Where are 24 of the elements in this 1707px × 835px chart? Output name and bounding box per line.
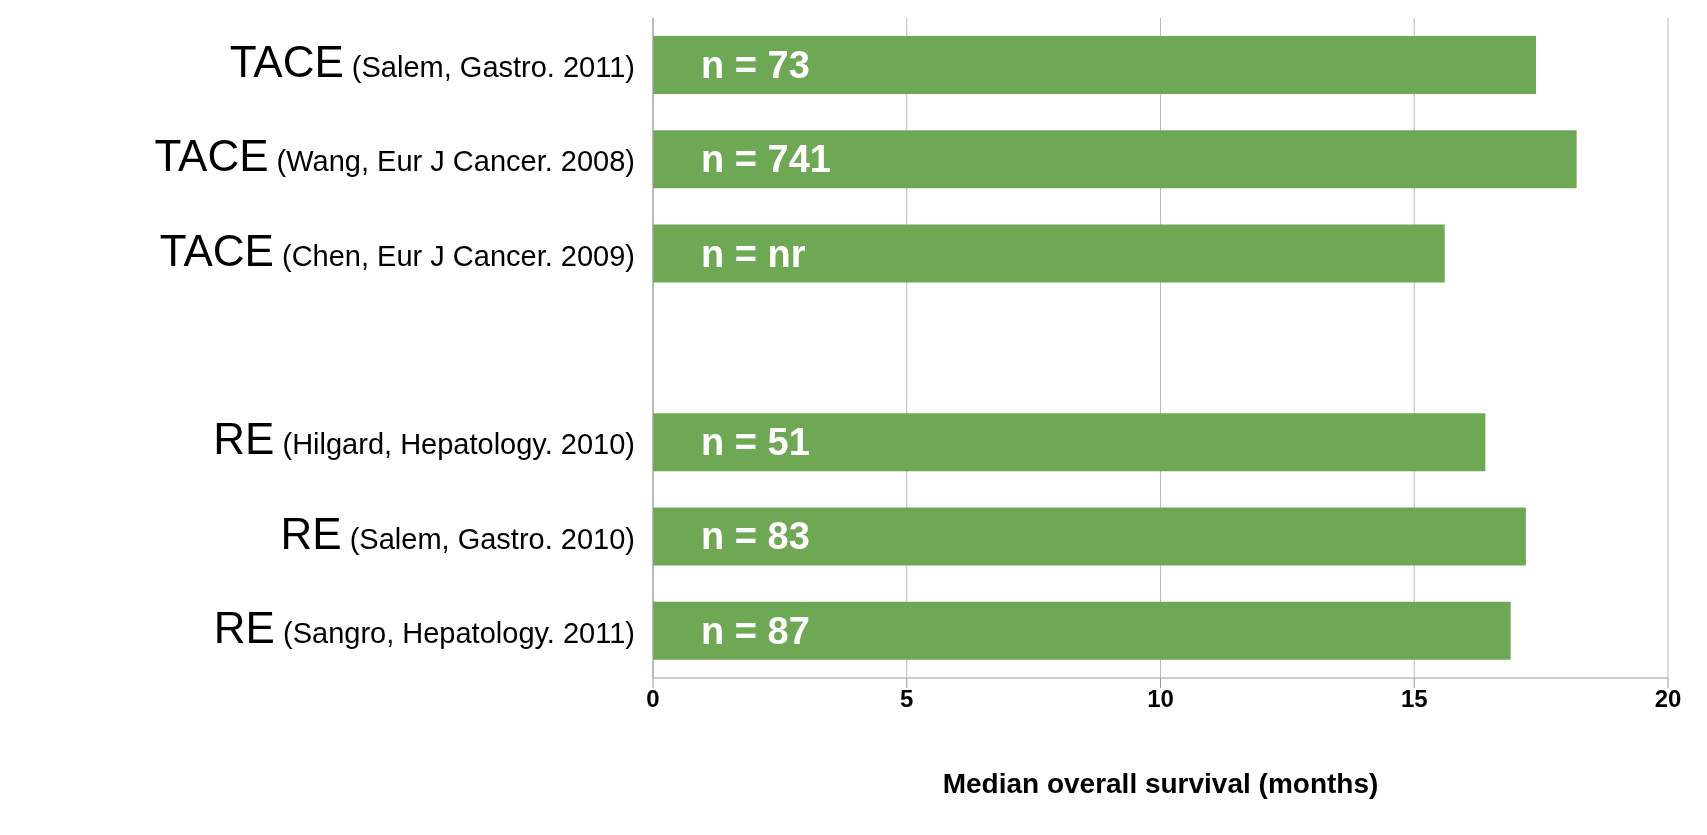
annotation: n = 83 [701, 515, 810, 558]
x-tick-label: 10 [1147, 685, 1174, 713]
bar [653, 130, 1577, 189]
bar [653, 601, 1511, 660]
y-tick-label: RE (Sangro, Hepatology. 2011) [213, 602, 635, 652]
y-tick-label: TACE (Salem, Gastro. 2011) [229, 37, 635, 87]
annotation: n = 73 [701, 44, 810, 86]
bar [653, 224, 1445, 283]
x-tick-label: 0 [646, 685, 660, 713]
annotation: n = 51 [701, 421, 810, 464]
bar [653, 36, 1537, 94]
x-tick-label: 20 [1654, 685, 1682, 713]
annotation: n = 87 [701, 609, 810, 652]
y-tick-label: TACE (Wang, Eur J Cancer. 2008) [154, 131, 635, 181]
bar [653, 413, 1486, 472]
annotation: n = nr [701, 232, 806, 275]
y-tick-label: RE (Salem, Gastro. 2010) [280, 508, 635, 558]
bar [653, 507, 1526, 566]
x-axis-title: Median overall survival (months) [942, 768, 1379, 799]
x-tick-label: 5 [900, 685, 914, 713]
y-tick-label: TACE (Chen, Eur J Cancer. 2009) [159, 225, 635, 275]
annotation: n = 741 [701, 138, 831, 181]
x-tick-label: 15 [1400, 685, 1428, 713]
y-tick-label: RE (Hilgard, Hepatology. 2010) [213, 414, 635, 464]
